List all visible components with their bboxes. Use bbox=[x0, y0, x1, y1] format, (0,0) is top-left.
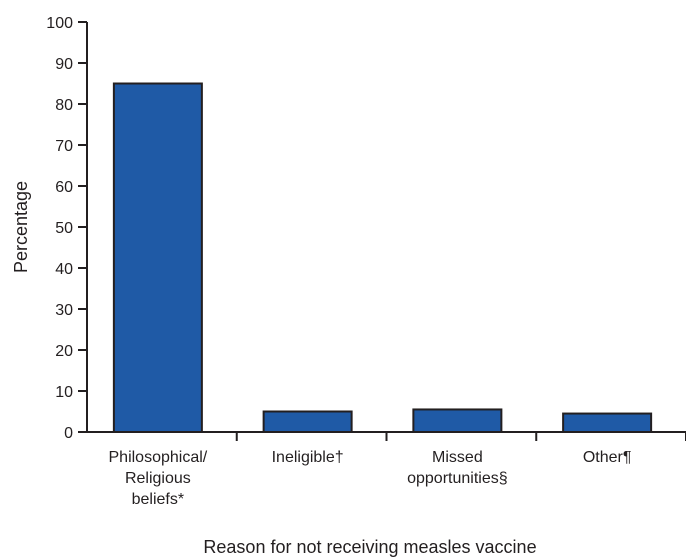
bar bbox=[112, 82, 203, 433]
bar bbox=[562, 412, 653, 433]
y-tick-label: 0 bbox=[64, 425, 73, 442]
y-tick-label: 80 bbox=[55, 97, 73, 114]
y-tick-label: 100 bbox=[46, 15, 73, 32]
y-tick-label: 90 bbox=[55, 56, 73, 73]
bars bbox=[112, 82, 653, 434]
y-tick-label: 10 bbox=[55, 384, 73, 401]
y-axis-title: Percentage bbox=[11, 181, 31, 273]
x-tick-label: Other¶ bbox=[583, 449, 632, 466]
x-tick-label: Ineligible† bbox=[272, 449, 344, 466]
bar bbox=[262, 410, 353, 433]
y-tick-label: 20 bbox=[55, 343, 73, 360]
y-tick-label: 40 bbox=[55, 261, 73, 278]
x-tick-label: Philosophical/Religious beliefs* bbox=[109, 449, 208, 508]
y-tick-label: 60 bbox=[55, 179, 73, 196]
y-axis: 0 10 20 30 40 50 60 70 80 90 100 bbox=[46, 15, 88, 442]
x-axis-title: Reason for not receiving measles vaccine bbox=[203, 537, 536, 557]
y-tick-label: 30 bbox=[55, 302, 73, 319]
x-axis bbox=[78, 431, 686, 441]
x-tick-label: Missed opportunities§ bbox=[407, 449, 508, 487]
y-tick-label: 70 bbox=[55, 138, 73, 155]
y-tick-label: 50 bbox=[55, 220, 73, 237]
bar bbox=[412, 408, 503, 434]
category-labels: Philosophical/Religious beliefs* Ineligibl… bbox=[109, 449, 632, 508]
